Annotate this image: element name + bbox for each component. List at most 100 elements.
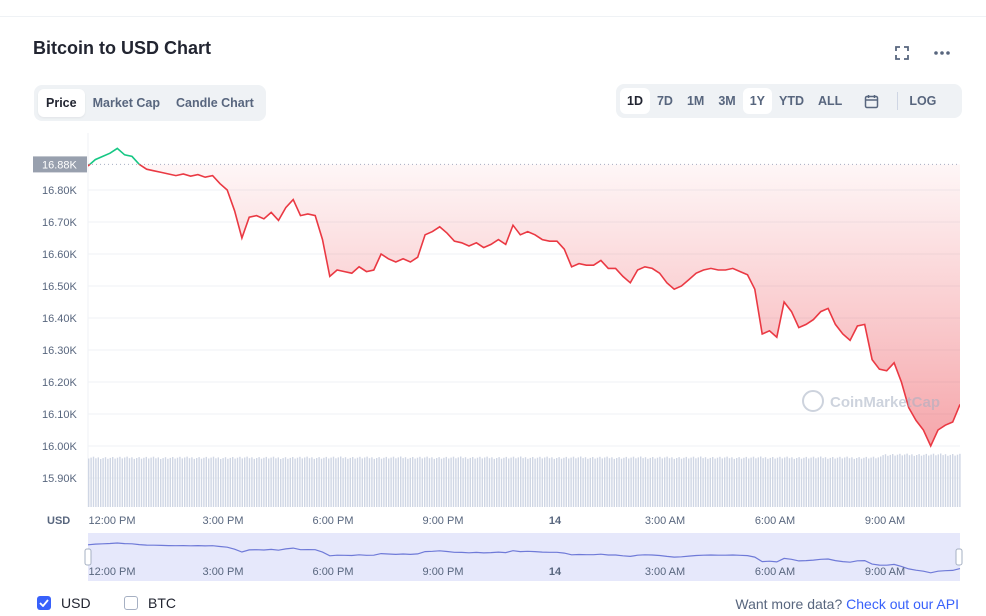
volume-bar	[637, 457, 639, 507]
volume-bar	[781, 458, 783, 507]
calendar-icon[interactable]	[849, 88, 893, 114]
volume-bar	[522, 458, 524, 507]
volume-bar	[241, 458, 243, 507]
volume-bar	[306, 456, 308, 507]
volume-bar	[160, 459, 162, 507]
volume-bar	[253, 458, 255, 507]
volume-bar	[484, 457, 486, 507]
tab-market-cap[interactable]: Market Cap	[92, 96, 160, 110]
x-tick-label: 6:00 PM	[313, 515, 354, 527]
volume-bar	[258, 457, 260, 507]
navigator-tick-label: 6:00 AM	[755, 566, 795, 578]
volume-bar	[332, 456, 335, 507]
volume-bar	[426, 456, 428, 507]
volume-bar	[481, 458, 483, 507]
volume-bar	[114, 458, 116, 507]
volume-bar	[167, 458, 169, 507]
x-tick-label: 9:00 PM	[423, 515, 464, 527]
volume-bar	[191, 457, 193, 507]
currency-usd-option[interactable]: USD	[37, 595, 91, 611]
volume-bar	[570, 457, 572, 507]
checkbox-checked-icon[interactable]	[37, 596, 51, 610]
volume-bar	[947, 455, 949, 507]
volume-bar	[920, 455, 923, 507]
volume-bar	[654, 458, 656, 507]
volume-bar	[760, 456, 762, 507]
volume-bar	[536, 457, 539, 507]
more-horizontal-icon[interactable]	[931, 42, 953, 64]
volume-bar	[157, 457, 159, 507]
volume-bar	[836, 457, 839, 507]
volume-bar	[229, 457, 231, 507]
volume-bar	[868, 458, 870, 507]
x-tick-label: 14	[549, 515, 562, 527]
volume-bar	[815, 458, 817, 507]
range-1y[interactable]: 1Y	[742, 88, 773, 114]
volume-bar	[131, 457, 133, 507]
volume-bar	[140, 458, 143, 507]
volume-bar	[824, 457, 827, 507]
range-7d[interactable]: 7D	[656, 94, 673, 108]
range-all[interactable]: ALL	[818, 94, 843, 108]
volume-bar	[745, 456, 747, 507]
volume-bar	[889, 454, 891, 507]
volume-bar	[558, 457, 560, 507]
volume-bar	[774, 458, 776, 507]
checkbox-unchecked-icon[interactable]	[124, 596, 138, 610]
volume-bar	[942, 455, 944, 507]
volume-bar	[620, 458, 623, 507]
currency-btc-option[interactable]: BTC	[124, 595, 176, 611]
volume-bar	[251, 457, 253, 507]
volume-bar	[860, 458, 863, 507]
range-1d[interactable]: 1D	[620, 88, 650, 114]
volume-bar	[508, 458, 510, 507]
volume-bar	[803, 457, 805, 507]
expand-icon[interactable]	[891, 42, 913, 64]
volume-bar	[95, 458, 97, 507]
volume-bar	[371, 457, 373, 507]
volume-bar	[680, 458, 683, 507]
volume-bar	[503, 457, 505, 507]
volume-bar	[899, 453, 901, 507]
top-divider	[0, 16, 986, 17]
volume-bar	[856, 458, 858, 507]
volume-bar	[769, 457, 771, 507]
range-ytd[interactable]: YTD	[779, 94, 805, 108]
price-chart[interactable]: 16.80K 16.70K 16.60K 16.50K 16.40K 16.30K 16.2…	[0, 125, 986, 590]
tab-candle-chart[interactable]: Candle Chart	[175, 96, 254, 110]
volume-bar	[553, 458, 555, 507]
volume-bar	[296, 457, 299, 507]
range-1m[interactable]: 1M	[686, 94, 705, 108]
volume-bar	[294, 458, 296, 507]
volume-bar	[556, 458, 558, 507]
volume-bar	[762, 458, 764, 507]
volume-bar	[736, 458, 738, 507]
volume-bar	[104, 457, 107, 507]
volume-bar	[356, 457, 359, 507]
navigator-tick-label: 9:00 AM	[865, 566, 905, 578]
tab-price[interactable]: Price	[38, 89, 85, 117]
volume-bar	[716, 457, 719, 507]
volume-bar	[908, 455, 911, 507]
volume-bar	[858, 457, 860, 507]
volume-bar	[700, 456, 702, 507]
x-tick-label: 6:00 AM	[755, 515, 795, 527]
volume-bar	[472, 457, 474, 507]
volume-bar	[335, 458, 337, 507]
api-link[interactable]: Check out our API	[846, 596, 959, 612]
volume-bar	[88, 458, 90, 507]
volume-bar	[632, 456, 635, 507]
volume-bar	[817, 457, 819, 507]
volume-bar	[124, 457, 126, 507]
volume-bar	[524, 457, 527, 507]
volume-bar	[395, 458, 397, 507]
volume-bar	[577, 457, 579, 507]
volume-bar	[810, 457, 812, 507]
volume-bar	[750, 457, 752, 507]
volume-bar	[400, 456, 402, 507]
range-3m[interactable]: 3M	[718, 94, 736, 108]
volume-bar	[152, 456, 155, 507]
volume-bar	[284, 457, 287, 507]
volume-bar	[100, 459, 102, 507]
log-toggle[interactable]: LOG	[909, 94, 937, 108]
